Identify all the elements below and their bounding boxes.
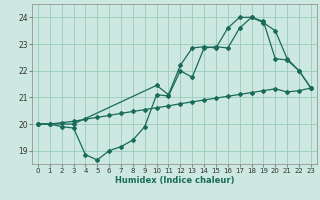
- X-axis label: Humidex (Indice chaleur): Humidex (Indice chaleur): [115, 176, 234, 185]
